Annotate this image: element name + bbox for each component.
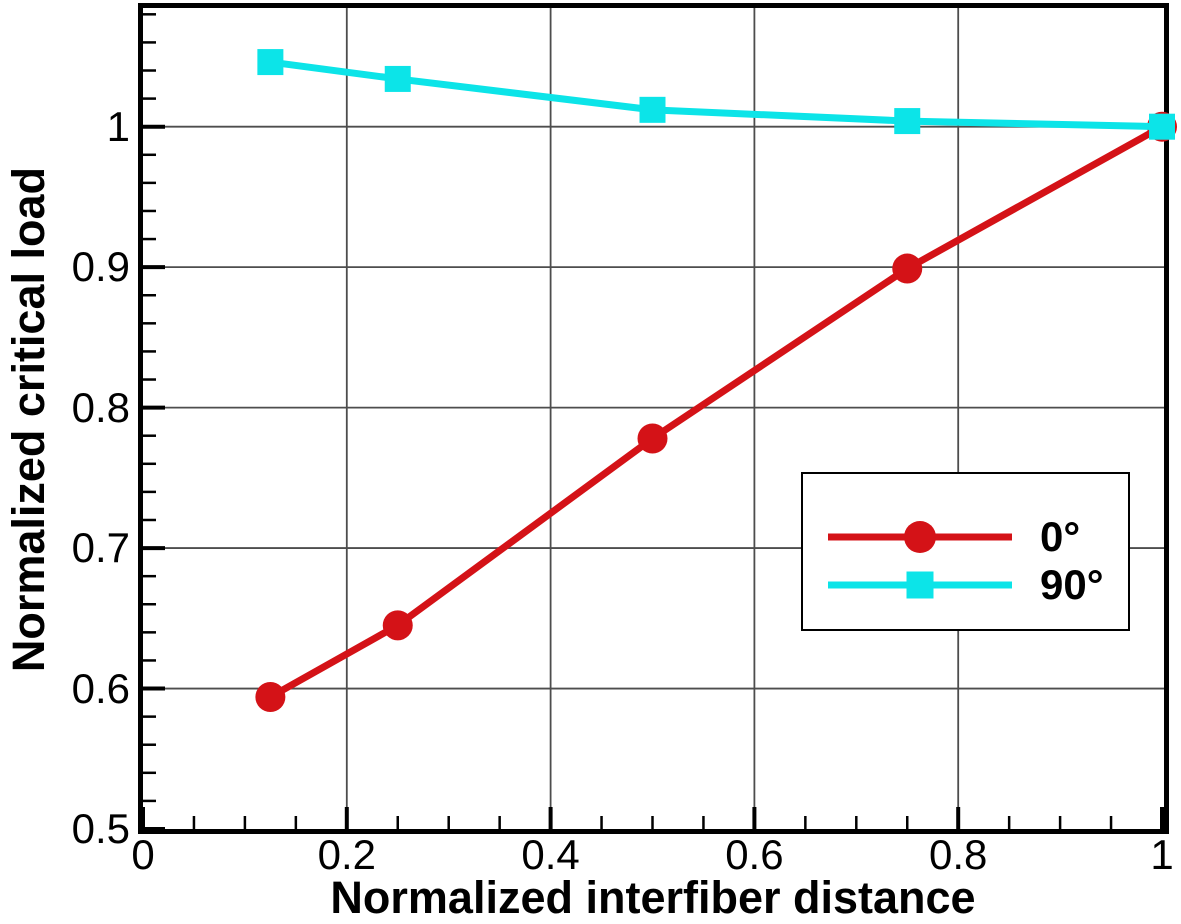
legend: 0° 90° [801, 472, 1130, 631]
y-axis-title-wrap: Normalized critical load [0, 0, 58, 840]
x-tick-label: 1 [1150, 831, 1174, 878]
data-point-circle [637, 423, 668, 454]
data-point-square [384, 65, 411, 92]
legend-marker-square [906, 571, 934, 599]
legend-label-90-deg: 90° [1040, 561, 1104, 608]
plot-area [138, 3, 1177, 834]
x-tick-label: 0.2 [317, 831, 376, 878]
y-tick-label: 0.9 [71, 243, 130, 291]
legend-row-90-deg: 90° [828, 564, 1128, 606]
y-tick-label: 1 [106, 102, 130, 150]
legend-label-0-deg: 0° [1040, 513, 1081, 560]
y-tick-label: 0.7 [71, 524, 130, 572]
data-point-square [894, 108, 921, 135]
data-point-circle [382, 610, 413, 641]
legend-marker-circle [904, 521, 936, 553]
y-axis-title: Normalized critical load [3, 167, 54, 673]
data-point-circle [255, 681, 286, 712]
x-tick-label: 0.4 [521, 831, 580, 878]
data-point-square [257, 49, 284, 76]
gridlines [143, 8, 1164, 829]
legend-sample-0-deg [828, 521, 1012, 553]
series-90° [257, 49, 1175, 140]
x-tick-label: 0.8 [928, 831, 988, 878]
axis-ticks [141, 13, 1164, 831]
x-tick-label: 0.6 [725, 831, 784, 878]
y-tick-label: 0.5 [71, 805, 130, 852]
x-axis-title: Normalized interfiber distance [330, 872, 976, 923]
data-point-square [1149, 113, 1175, 140]
data-point-square [639, 96, 666, 123]
x-tick-label: 0 [131, 831, 155, 878]
data-point-circle [892, 253, 923, 284]
plot-canvas [141, 8, 1177, 831]
legend-row-0-deg: 0° [828, 516, 1128, 558]
y-tick-label: 0.6 [71, 664, 130, 712]
y-tick-label: 0.8 [71, 383, 130, 431]
legend-sample-90-deg [828, 571, 1012, 599]
